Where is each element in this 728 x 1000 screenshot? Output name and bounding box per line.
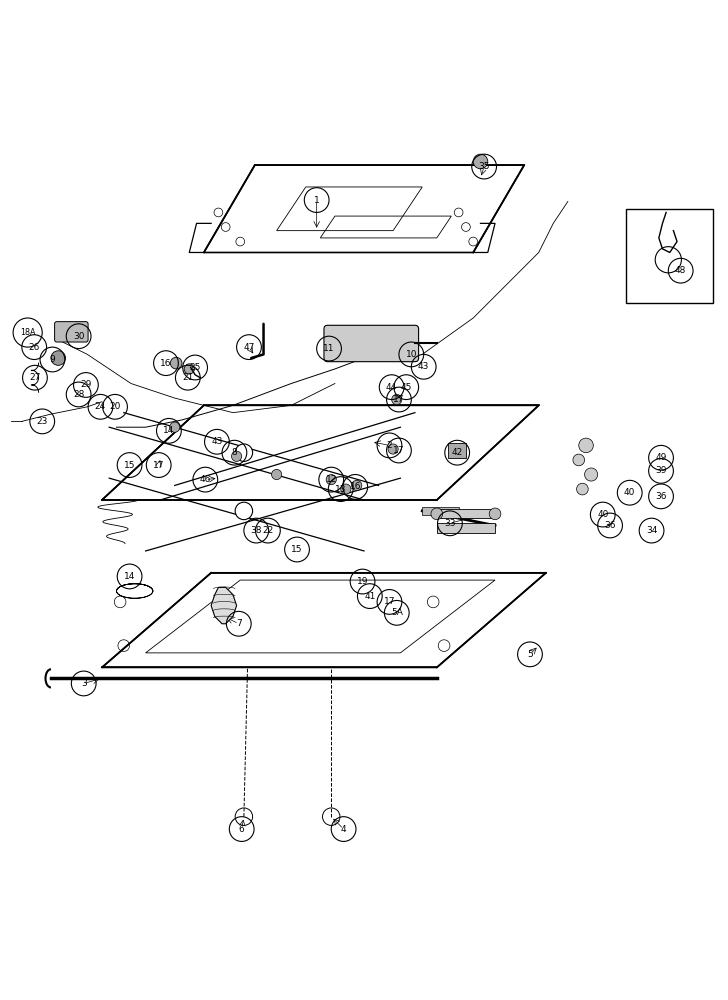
Text: 1: 1 <box>314 196 320 205</box>
Circle shape <box>585 468 598 481</box>
Text: 42: 42 <box>451 448 463 457</box>
Circle shape <box>170 422 180 432</box>
FancyBboxPatch shape <box>324 325 419 362</box>
Text: 43: 43 <box>418 362 430 371</box>
Text: 2: 2 <box>387 441 392 450</box>
Text: 48: 48 <box>675 266 687 275</box>
Text: 46: 46 <box>199 475 211 484</box>
Bar <box>448 443 466 458</box>
Text: 43: 43 <box>211 437 223 446</box>
Circle shape <box>51 351 66 365</box>
Text: 6: 6 <box>239 825 245 834</box>
Text: 47: 47 <box>243 343 255 352</box>
Circle shape <box>272 469 282 480</box>
Text: 27: 27 <box>29 373 41 382</box>
Text: 21: 21 <box>182 373 194 382</box>
Circle shape <box>235 502 253 520</box>
Text: 5A: 5A <box>391 608 403 617</box>
Text: 49: 49 <box>655 453 667 462</box>
Text: 16: 16 <box>160 359 172 368</box>
Circle shape <box>473 154 488 169</box>
Text: 14: 14 <box>163 426 175 435</box>
Text: 4: 4 <box>341 825 347 834</box>
Bar <box>437 509 495 518</box>
Text: 23: 23 <box>36 417 48 426</box>
Text: 33: 33 <box>444 519 456 528</box>
Text: 17: 17 <box>393 395 405 404</box>
Text: 40: 40 <box>597 510 609 519</box>
FancyBboxPatch shape <box>55 322 88 342</box>
Text: 28: 28 <box>73 390 84 399</box>
Text: 25: 25 <box>189 363 201 372</box>
Bar <box>422 507 459 515</box>
Circle shape <box>232 451 242 461</box>
Circle shape <box>184 364 194 374</box>
Circle shape <box>579 438 593 453</box>
Text: 40: 40 <box>624 488 636 497</box>
Text: 12: 12 <box>325 475 337 484</box>
Text: 15: 15 <box>124 461 135 470</box>
Text: 38: 38 <box>250 526 262 535</box>
Text: 17: 17 <box>384 597 395 606</box>
Text: 44: 44 <box>386 383 397 392</box>
Bar <box>437 523 495 533</box>
Circle shape <box>235 444 253 461</box>
Text: 19: 19 <box>357 577 368 586</box>
Circle shape <box>431 508 443 520</box>
Circle shape <box>577 483 588 495</box>
Text: 16: 16 <box>349 482 361 491</box>
Bar <box>626 209 713 303</box>
Circle shape <box>170 357 182 369</box>
Text: 18A: 18A <box>20 328 36 337</box>
Text: 9: 9 <box>50 355 55 364</box>
Text: 24: 24 <box>95 402 106 411</box>
Circle shape <box>341 484 351 494</box>
Text: 11: 11 <box>323 344 335 353</box>
Text: 29: 29 <box>80 380 92 389</box>
Text: 39: 39 <box>655 466 667 475</box>
Text: 22: 22 <box>262 526 274 535</box>
Circle shape <box>392 394 402 405</box>
Text: 7: 7 <box>236 619 242 628</box>
Circle shape <box>352 480 362 491</box>
Text: 36: 36 <box>604 521 616 530</box>
Text: 14: 14 <box>124 572 135 581</box>
Text: 17: 17 <box>153 461 165 470</box>
Text: 45: 45 <box>400 383 412 392</box>
Text: 20: 20 <box>109 402 121 411</box>
Text: 35: 35 <box>478 162 490 171</box>
Text: 17: 17 <box>393 446 405 455</box>
Text: 34: 34 <box>646 526 657 535</box>
Text: 15: 15 <box>291 545 303 554</box>
Circle shape <box>388 444 398 454</box>
Circle shape <box>326 475 336 485</box>
Text: 13: 13 <box>335 485 347 494</box>
Circle shape <box>573 454 585 466</box>
Text: 5: 5 <box>527 650 533 659</box>
Text: 8: 8 <box>232 448 237 457</box>
Text: 36: 36 <box>655 492 667 501</box>
Text: 26: 26 <box>28 343 40 352</box>
Polygon shape <box>211 587 237 624</box>
Text: 3: 3 <box>81 679 87 688</box>
Circle shape <box>489 508 501 520</box>
Text: 41: 41 <box>364 592 376 601</box>
Text: 10: 10 <box>405 350 417 359</box>
Text: 30: 30 <box>73 332 84 341</box>
